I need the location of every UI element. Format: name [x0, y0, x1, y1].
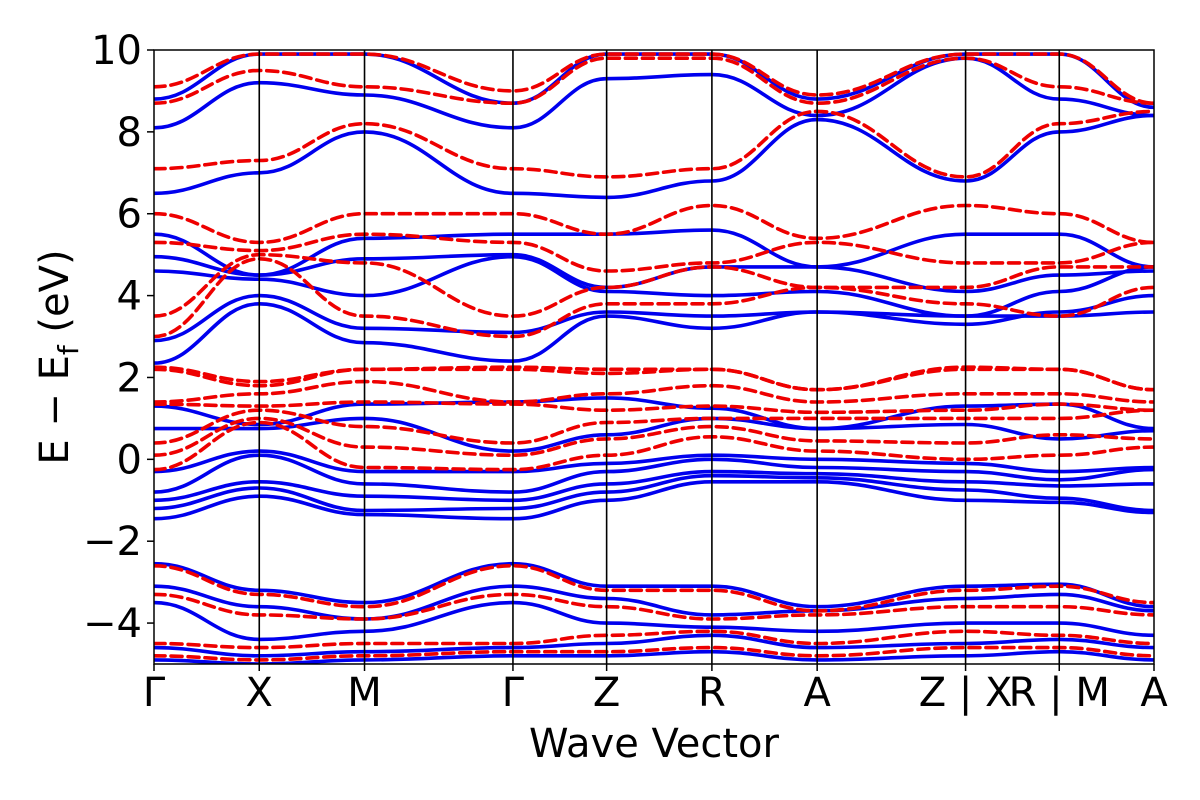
x-tick-label: A: [1140, 670, 1168, 716]
x-tick-label: A: [803, 670, 831, 716]
y-tick-label: −2: [83, 519, 142, 565]
dashed-band-4: [154, 379, 1154, 404]
dashed-band-14: [154, 563, 1154, 613]
y-tick-label: 4: [117, 274, 142, 320]
solid-band-3: [154, 453, 1154, 494]
dashed-band-13: [154, 52, 1154, 105]
y-tick-label: 6: [117, 192, 142, 238]
dashed-band-6: [154, 365, 1154, 392]
solid-band-1: [154, 473, 1154, 513]
y-tick-label: 0: [117, 437, 142, 483]
x-axis-ticks: Γ X M Γ Z R A Z | XR | M A: [143, 664, 1168, 716]
solid-band-7: [154, 301, 1154, 365]
x-tick-label: Γ: [143, 670, 166, 716]
dashed-band-9: [154, 232, 1154, 273]
solid-band-4: [154, 449, 1154, 474]
solid-band-8: [154, 293, 1154, 343]
dashed-band-8: [154, 252, 1154, 318]
bands-layer: [154, 52, 1154, 664]
solid-band-0: [154, 479, 1154, 521]
dashed-band-11: [154, 109, 1154, 179]
solid-band-14: [154, 52, 1154, 110]
y-axis-ticks: −4 −2 0 2 4 6 8 10: [83, 28, 154, 647]
x-tick-label: R: [698, 670, 726, 716]
solid-band-2: [154, 469, 1154, 503]
solid-band-12: [154, 113, 1154, 200]
y-tick-label: 2: [117, 355, 142, 401]
y-tick-label: 8: [117, 110, 142, 156]
solid-band-17: [154, 600, 1154, 642]
solid-band-16: [154, 584, 1154, 621]
k-point-lines: [258, 50, 1061, 664]
x-tick-label: Γ: [502, 670, 525, 716]
dashed-band-17: [154, 645, 1154, 662]
x-tick-label: R | M: [1009, 670, 1110, 716]
solid-band-19: [154, 649, 1154, 664]
x-tick-label: Z: [593, 670, 620, 716]
x-tick-label: Z | X: [919, 670, 1013, 716]
solid-band-18: [154, 633, 1154, 658]
dashed-band-3: [154, 400, 1154, 415]
dashed-band-2: [154, 408, 1154, 445]
y-tick-label: −4: [83, 601, 142, 647]
dashed-band-5: [154, 367, 1154, 392]
dashed-band-0: [154, 420, 1154, 472]
dashed-band-16: [154, 629, 1154, 650]
solid-band-9: [154, 254, 1154, 318]
solid-band-15: [154, 561, 1154, 609]
solid-band-5: [154, 416, 1154, 453]
y-axis-label-prefix: E − E: [32, 355, 78, 465]
x-tick-label: M: [347, 670, 382, 716]
solid-band-6: [154, 396, 1154, 431]
dashed-band-12: [154, 56, 1154, 106]
x-axis-label: Wave Vector: [529, 721, 780, 767]
x-tick-label: X: [246, 670, 273, 716]
y-tick-label: 10: [91, 28, 142, 74]
y-axis-label-suffix: (eV): [32, 249, 78, 345]
y-axis-label-subscript: f: [52, 344, 85, 355]
plot-frame: [153, 49, 1155, 665]
y-axis-label: E − Ef (eV): [32, 249, 85, 464]
dashed-band-15: [154, 592, 1154, 621]
dashed-band-7: [154, 256, 1154, 339]
solid-band-13: [154, 56, 1154, 130]
dashed-band-1: [154, 416, 1154, 458]
dashed-band-10: [154, 203, 1154, 245]
